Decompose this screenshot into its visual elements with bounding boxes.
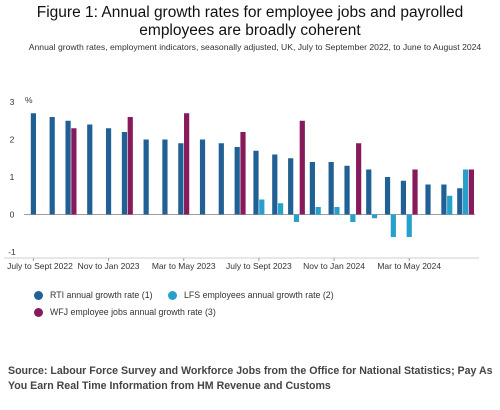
bar-lfs	[293, 214, 300, 222]
bar-rti	[344, 165, 350, 215]
y-tick-label: 3	[10, 97, 15, 107]
bar-rti	[30, 113, 36, 215]
y-tick-label: 1	[10, 172, 15, 182]
bar-lfs	[447, 195, 453, 215]
legend-item-rti: RTI annual growth rate (1)	[34, 290, 153, 300]
legend-swatch-rti	[34, 290, 43, 300]
bar-wfj	[184, 113, 190, 215]
bar-lfs	[350, 214, 356, 222]
x-tick-label: July to Sept 2022	[7, 261, 73, 271]
x-tick-label: Nov to Jan 2023	[78, 261, 140, 271]
bar-rti	[49, 117, 55, 215]
bar-wfj	[240, 132, 246, 215]
bar-lfs	[259, 199, 265, 215]
legend-label-rti: RTI annual growth rate (1)	[50, 290, 153, 300]
bar-rti	[328, 162, 334, 215]
bar-rti	[162, 139, 168, 215]
y-axis: -1 0 1 2 3%	[8, 95, 33, 257]
y-tick-label: 2	[10, 135, 15, 145]
bar-lfs	[315, 207, 321, 215]
chart-subtitle: Annual growth rates, employment indicato…	[28, 42, 482, 52]
bar-rti	[288, 158, 294, 215]
bar-rti	[178, 143, 184, 215]
legend-item-lfs: LFS employees annual growth rate (2)	[168, 290, 334, 300]
x-axis: July to Sept 2022 Nov to Jan 2023 Mar to M…	[4, 257, 479, 271]
x-tick-label: Nov to Jan 2024	[303, 261, 365, 271]
bars	[30, 113, 474, 237]
legend-item-wfj: WFJ employee jobs annual growth rate (3)	[34, 307, 216, 317]
y-unit-label: %	[25, 95, 33, 105]
x-tick-label: July to Sept 2023	[226, 261, 292, 271]
bar-chart: -1 0 1 2 3% July to Sept 2022 Nov to Jan 2023…	[4, 95, 479, 271]
bar-rti	[143, 139, 149, 215]
bar-rti	[234, 147, 240, 215]
legend-label-lfs: LFS employees annual growth rate (2)	[184, 290, 334, 300]
x-tick-label: Mar to May 2024	[377, 261, 441, 271]
bar-wfj	[468, 169, 474, 215]
legend-label-wfj: WFJ employee jobs annual growth rate (3)	[50, 307, 216, 317]
bar-lfs	[406, 214, 412, 237]
bar-lfs	[277, 203, 284, 215]
bar-rti	[400, 180, 407, 215]
bar-rti	[441, 184, 447, 215]
bar-rti	[457, 188, 463, 215]
bar-wfj	[127, 117, 133, 215]
bar-lfs	[463, 169, 469, 215]
bar-rti	[366, 169, 372, 215]
bar-rti	[121, 132, 128, 215]
bar-wfj	[299, 120, 305, 215]
bar-rti	[309, 162, 315, 215]
bar-lfs	[334, 207, 340, 215]
bar-rti	[384, 177, 391, 215]
bar-wfj	[71, 128, 77, 215]
legend-swatch-lfs	[168, 290, 177, 300]
bar-rti	[272, 154, 278, 215]
bar-lfs	[371, 214, 378, 219]
y-tick-label: -1	[8, 247, 16, 257]
bar-wfj	[356, 143, 362, 215]
bar-rti	[65, 120, 71, 215]
y-tick-label: 0	[10, 210, 15, 220]
legend-swatch-wfj	[34, 307, 43, 317]
bar-wfj	[412, 169, 418, 215]
bar-rti	[105, 128, 112, 215]
bar-rti	[87, 124, 93, 215]
chart-title: Figure 1: Annual growth rates for employ…	[36, 4, 464, 39]
bar-rti	[218, 143, 224, 215]
bar-rti	[253, 150, 259, 215]
bar-rti	[199, 139, 206, 215]
bar-rti	[425, 184, 431, 215]
source-note: Source: Labour Force Survey and Workforc…	[8, 365, 493, 392]
bar-lfs	[390, 214, 396, 237]
x-tick-label: Mar to May 2023	[152, 261, 216, 271]
